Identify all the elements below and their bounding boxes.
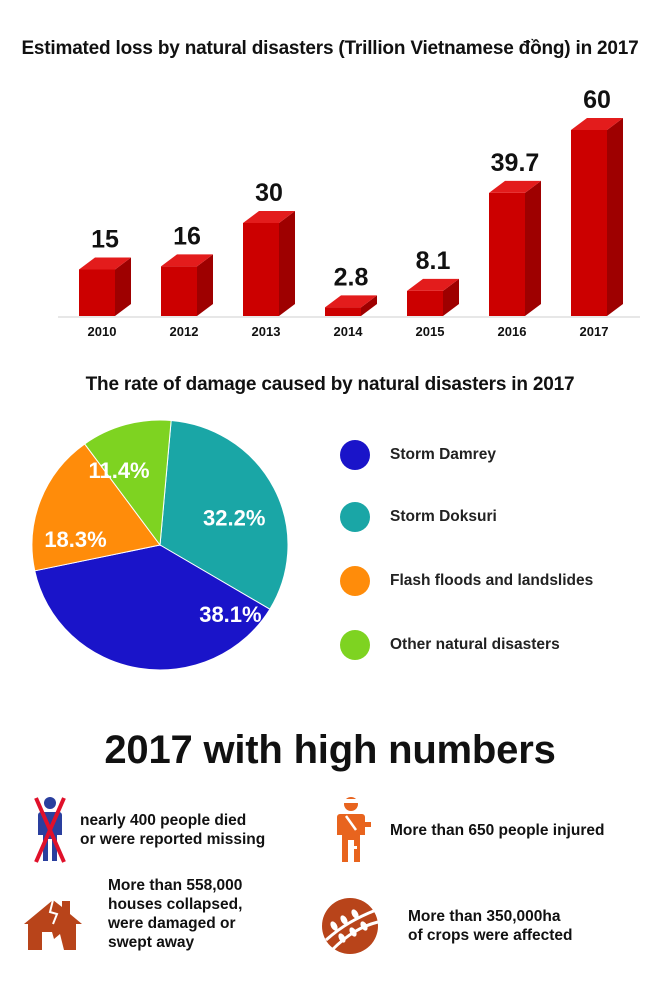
bar-front — [79, 269, 115, 316]
bar-side — [197, 254, 213, 316]
bar-top — [571, 118, 623, 130]
pie-slice-label: 32.2% — [203, 506, 265, 531]
bar-2015 — [407, 278, 459, 316]
legend-label-storm-doksuri: Storm Doksuri — [390, 508, 497, 525]
pie-slice-other-natural-disasters — [83, 419, 172, 547]
bar-top — [325, 295, 377, 308]
x-tick-label: 2017 — [580, 324, 609, 339]
bar-2012 — [161, 254, 213, 316]
bar-front — [243, 223, 279, 316]
bar-value-label: 30 — [255, 179, 283, 207]
pie-slice-label: 38.1% — [199, 602, 261, 627]
bar-value-label: 16 — [173, 222, 201, 250]
x-tick-label: 2015 — [416, 324, 445, 339]
stat-injured: More than 650 people injured — [328, 794, 604, 866]
stat-injured-text: More than 650 people injured — [390, 821, 605, 839]
bar-top — [161, 254, 213, 267]
bar-top — [243, 211, 295, 223]
pie-chart: 38.1% 32.2% 18.3% 11.4% — [31, 419, 289, 671]
bar-side — [607, 118, 623, 316]
bar-value-label: 60 — [583, 86, 611, 114]
legend-item-storm-damrey: Storm Damrey — [340, 438, 660, 472]
stats-title: 2017 with high numbers — [104, 728, 556, 772]
stat-crops: More than 350,000ha of crops were affect… — [318, 896, 573, 956]
bar-front — [571, 130, 607, 316]
x-tick-label: 2014 — [334, 324, 364, 339]
legend-swatch-storm-doksuri — [340, 502, 370, 532]
legend-item-flash-floods: Flash floods and landslides — [340, 564, 660, 598]
crops-field-icon — [322, 898, 379, 954]
stat-houses-text: More than 558,000 houses collapsed, were… — [108, 877, 243, 951]
bar-2017 — [571, 118, 623, 316]
bar-front — [407, 290, 443, 316]
legend-swatch-flash-floods — [340, 566, 370, 596]
x-tick-label: 2012 — [170, 324, 199, 339]
bar-2016 — [489, 180, 541, 316]
injured-person-icon — [337, 797, 371, 862]
bar-chart: 15 2010 16 2012 30 2013 2.8 2014 8.1 2015 39.7 2016… — [58, 86, 640, 339]
bar-side — [443, 278, 459, 316]
bar-side — [279, 211, 295, 316]
pie-slice-flash-floods-and-landslides — [31, 443, 161, 572]
bar-front — [161, 266, 197, 316]
crossed-person-icon — [34, 797, 66, 863]
x-tick-label: 2016 — [498, 324, 527, 339]
bar-side — [115, 257, 131, 316]
bar-top — [407, 278, 459, 291]
legend-swatch-other-disasters — [340, 630, 370, 660]
bar-2010 — [79, 257, 131, 316]
bar-front — [489, 192, 525, 316]
pie-slice-label: 11.4% — [88, 458, 149, 483]
bar-side — [361, 295, 377, 316]
stat-crops-text: More than 350,000ha of crops were affect… — [408, 908, 573, 944]
legend-label-flash-floods: Flash floods and landslides — [390, 572, 594, 589]
pie-slice-storm-damrey — [34, 544, 271, 671]
legend-label-storm-damrey: Storm Damrey — [390, 446, 496, 463]
x-tick-label: 2010 — [88, 324, 117, 339]
bar-value-label: 8.1 — [416, 247, 451, 275]
pie-slice-storm-doksuri — [159, 419, 289, 610]
collapsed-house-icon — [24, 899, 82, 950]
bar-value-label: 39.7 — [491, 149, 540, 177]
stat-died: nearly 400 people died or were reported … — [30, 794, 265, 866]
bar-value-label: 15 — [91, 226, 119, 254]
stat-houses: More than 558,000 houses collapsed, were… — [20, 876, 242, 952]
bar-top — [79, 257, 131, 270]
pie-slice-label: 18.3% — [44, 527, 106, 552]
bar-2014 — [325, 295, 377, 316]
bar-front — [325, 307, 361, 316]
x-tick-label: 2013 — [252, 324, 281, 339]
legend-label-other-disasters: Other natural disasters — [390, 636, 560, 653]
pie-chart-title: The rate of damage caused by natural dis… — [85, 374, 575, 395]
legend-item-other-disasters: Other natural disasters — [340, 628, 660, 662]
stat-died-text: nearly 400 people died or were reported … — [80, 812, 266, 848]
bar-2013 — [243, 211, 295, 316]
bar-top — [489, 180, 541, 193]
bar-side — [525, 180, 541, 316]
bar-value-label: 2.8 — [334, 263, 369, 291]
bar-chart-title: Estimated loss by natural disasters (Tri… — [21, 38, 639, 59]
legend-swatch-storm-damrey — [340, 440, 370, 470]
legend-item-storm-doksuri: Storm Doksuri — [340, 500, 660, 534]
